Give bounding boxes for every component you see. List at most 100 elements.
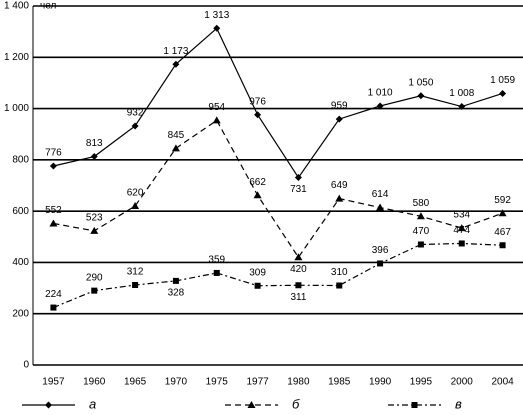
data-label: 959 [331,101,348,112]
point [457,224,466,232]
data-label: 310 [331,267,348,278]
point [376,102,384,110]
y-tick-label: 400 [12,257,29,268]
data-label: 776 [45,148,62,159]
point [499,242,506,249]
data-label: 552 [45,205,62,216]
point [294,253,303,261]
data-label: 328 [168,288,185,299]
y-tick-label: 0 [23,360,29,371]
point [90,226,99,234]
data-label: 396 [372,245,389,256]
y-tick-label: 800 [12,154,29,165]
x-tick-label: 1985 [328,377,351,388]
line [53,27,503,179]
line [53,119,503,259]
data-label: 731 [290,184,307,195]
line [53,242,503,309]
data-label: 580 [413,198,430,209]
y-tick-label: 200 [12,308,29,319]
data-label: 954 [208,102,225,113]
data-label: 311 [290,292,306,303]
x-tick-label: 1980 [287,377,310,388]
data-label: 470 [413,226,430,237]
x-tick-label: 1965 [124,377,147,388]
x-tick-label: 2004 [491,377,514,388]
data-label: 1 059 [490,75,515,86]
data-label: 976 [249,96,266,107]
point [172,277,179,284]
legend-text: в [455,396,462,411]
data-label: 662 [249,177,266,188]
data-label: 620 [127,188,144,199]
point [458,240,465,247]
point [254,282,261,289]
point [254,111,262,119]
point [91,287,98,294]
point [294,174,302,182]
point [132,281,139,288]
point [49,219,58,227]
data-label: 312 [127,267,144,278]
legend-text: а [89,396,96,411]
point [458,103,466,111]
point [49,162,57,170]
point [498,209,507,217]
y-tick-label: 1 400 [4,1,29,12]
data-label: 592 [494,195,511,206]
data-label: 420 [290,264,307,275]
data-label: 1 010 [368,88,393,99]
data-label: 614 [372,189,389,200]
data-label: 813 [86,138,103,149]
point [417,241,424,248]
data-label: 309 [249,267,266,278]
point [253,191,262,199]
point [335,115,343,123]
point [212,116,221,124]
x-tick-label: 1970 [165,377,188,388]
point [213,269,220,276]
x-tick-label: 1957 [42,377,65,388]
legend-text: б [292,396,300,411]
data-label: 1 008 [449,88,474,99]
point [213,24,221,32]
point [417,92,425,100]
point [295,282,302,289]
data-label: 1 313 [204,10,229,21]
data-label: 224 [45,289,62,300]
data-label: 523 [86,213,103,224]
point [377,260,384,267]
point [247,401,256,408]
data-label: 1 050 [408,77,433,88]
x-tick-label: 1995 [410,377,433,388]
point [131,202,140,210]
point [335,194,344,202]
point [131,122,139,130]
point [90,153,98,161]
point [45,401,52,409]
point [50,304,57,311]
data-label: 290 [86,272,103,283]
data-label: 932 [127,108,144,119]
data-label: 649 [331,180,348,191]
data-label: 359 [208,255,225,266]
y-tick-label: 1 200 [4,52,29,63]
data-label: 467 [494,227,511,238]
x-tick-label: 1990 [369,377,392,388]
x-tick-label: 1977 [246,377,269,388]
data-label: 845 [168,130,185,141]
y-tick-label: 1 000 [4,103,29,114]
x-tick-label: 1975 [206,377,229,388]
data-label: 534 [453,210,470,221]
point [499,89,507,97]
y-tick-label: 600 [12,206,29,217]
data-label: 1 173 [163,46,188,57]
point [172,60,180,68]
point [411,402,418,408]
data-label: 474 [453,225,470,236]
point [171,144,180,152]
point [416,212,425,220]
point [336,282,343,289]
x-tick-label: 2000 [451,377,474,388]
